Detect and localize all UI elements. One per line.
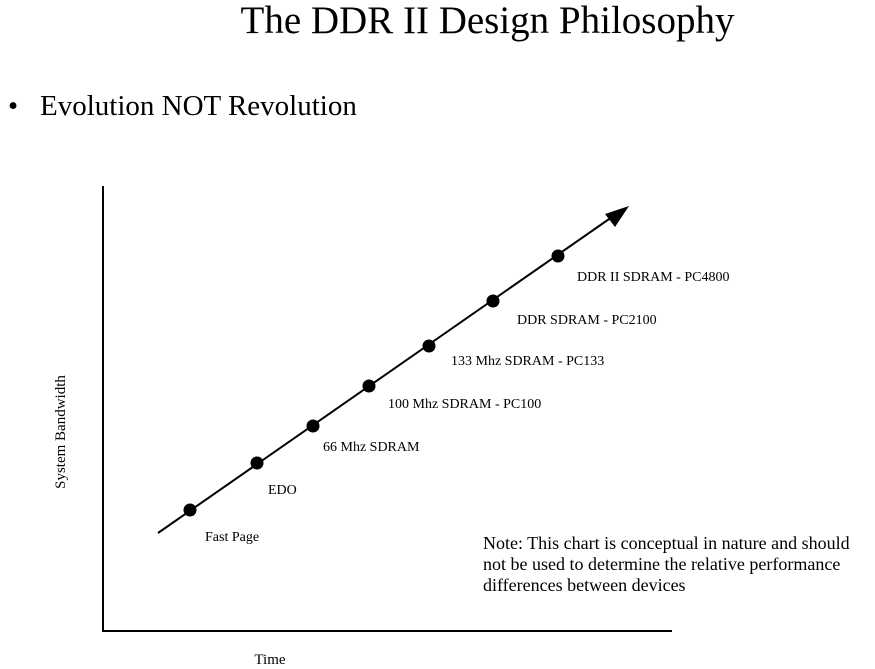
- milestone-label: 133 Mhz SDRAM - PC133: [451, 354, 604, 369]
- milestone-marker: [486, 294, 500, 308]
- y-axis-label: System Bandwidth: [53, 375, 69, 489]
- milestone-marker: [551, 249, 565, 263]
- milestone-label: EDO: [268, 483, 297, 498]
- x-axis-label: Time: [254, 652, 285, 668]
- milestone-label: Fast Page: [205, 530, 259, 545]
- milestone-label: 100 Mhz SDRAM - PC100: [388, 397, 541, 412]
- point-group: Fast Page EDO 66 Mhz SDRAM 100 Mhz SDRAM - …: [183, 249, 729, 545]
- milestone-label: DDR SDRAM - PC2100: [517, 313, 657, 328]
- bullet-item: • Evolution NOT Revolution: [8, 88, 357, 124]
- milestone-marker: [362, 379, 376, 393]
- bullet-marker: •: [8, 90, 19, 122]
- milestone-marker: [306, 419, 320, 433]
- trend-arrow-head: [605, 206, 629, 227]
- milestone-label: DDR II SDRAM - PC4800: [577, 270, 729, 285]
- milestone-marker: [422, 339, 436, 353]
- disclaimer-note: Note: This chart is conceptual in nature…: [483, 533, 850, 595]
- slide-title: The DDR II Design Philosophy: [240, 0, 735, 42]
- trend-line: [157, 216, 613, 534]
- milestone-marker: [183, 503, 197, 517]
- bullet-text: Evolution NOT Revolution: [40, 90, 357, 122]
- milestone-label: 66 Mhz SDRAM: [323, 440, 420, 455]
- milestone-marker: [250, 456, 264, 470]
